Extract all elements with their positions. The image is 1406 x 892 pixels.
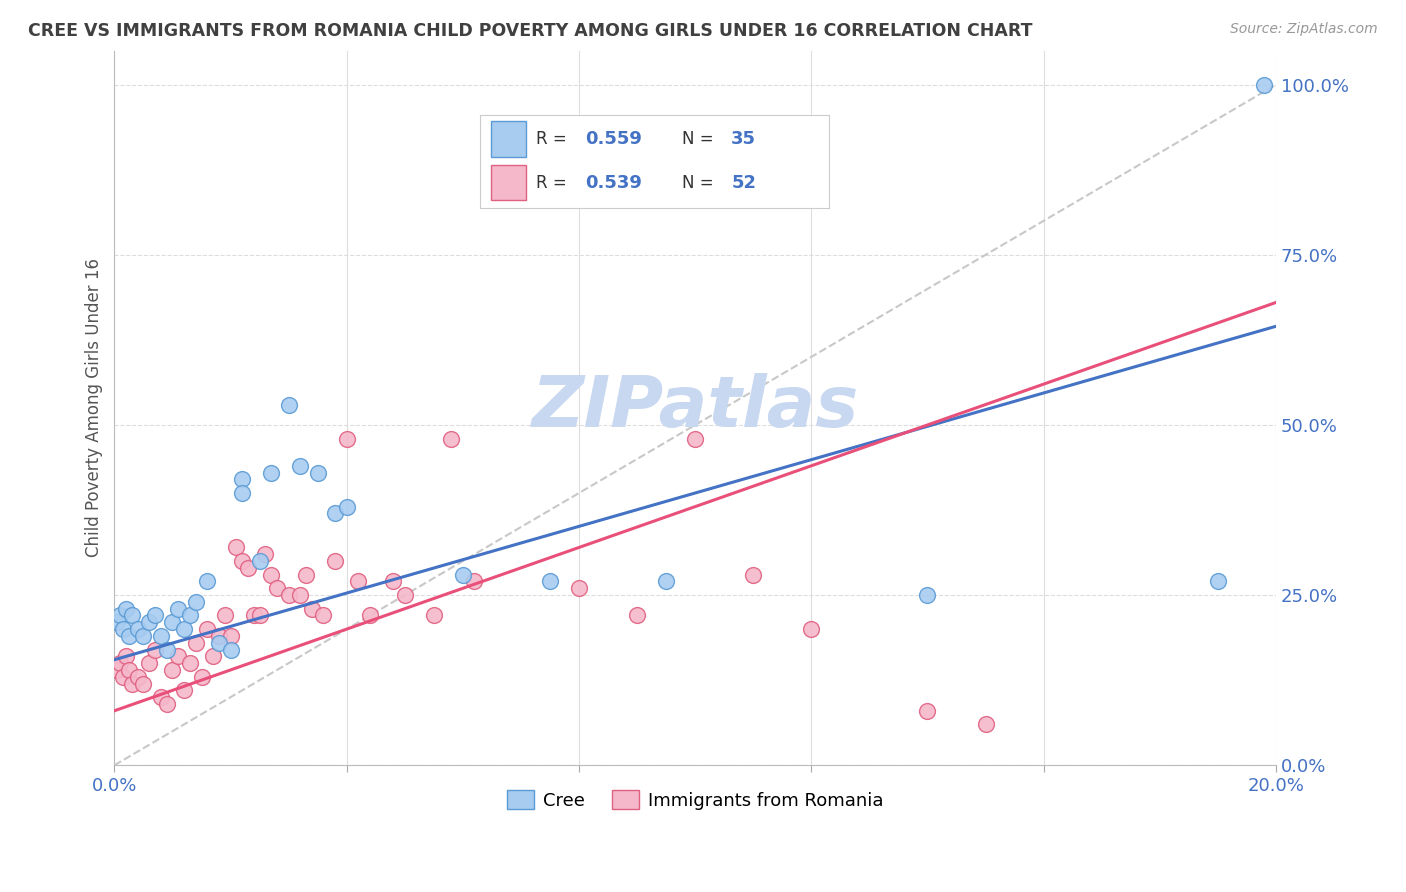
Point — [917, 704, 939, 718]
Point — [231, 554, 253, 568]
Point — [301, 601, 323, 615]
Point — [127, 622, 149, 636]
Point — [260, 567, 283, 582]
Point — [800, 622, 823, 636]
Point — [463, 574, 485, 589]
Point — [336, 500, 359, 514]
Point — [156, 697, 179, 711]
Point — [1206, 574, 1229, 589]
Point — [290, 588, 312, 602]
Point — [184, 595, 207, 609]
Point — [121, 676, 143, 690]
Point — [110, 608, 132, 623]
Point — [179, 656, 201, 670]
Point — [208, 636, 231, 650]
Point — [295, 567, 318, 582]
Point — [112, 622, 135, 636]
Point — [167, 649, 190, 664]
Point — [307, 466, 329, 480]
Legend: Cree, Immigrants from Romania: Cree, Immigrants from Romania — [499, 783, 891, 817]
Point — [156, 642, 179, 657]
Point — [249, 608, 271, 623]
Point — [167, 601, 190, 615]
Point — [127, 670, 149, 684]
Point — [195, 622, 218, 636]
Point — [132, 629, 155, 643]
Point — [290, 458, 312, 473]
Point — [312, 608, 335, 623]
Point — [347, 574, 370, 589]
Point — [231, 486, 253, 500]
Point — [214, 608, 236, 623]
Point — [208, 629, 231, 643]
Point — [974, 717, 997, 731]
Point — [115, 649, 138, 664]
Point — [110, 656, 132, 670]
Point — [115, 601, 138, 615]
Point — [112, 670, 135, 684]
Point — [143, 608, 166, 623]
Point — [202, 649, 225, 664]
Point — [243, 608, 266, 623]
Text: CREE VS IMMIGRANTS FROM ROMANIA CHILD POVERTY AMONG GIRLS UNDER 16 CORRELATION C: CREE VS IMMIGRANTS FROM ROMANIA CHILD PO… — [28, 22, 1032, 40]
Point — [149, 629, 172, 643]
Point — [121, 608, 143, 623]
Point — [917, 588, 939, 602]
Point — [249, 554, 271, 568]
Point — [179, 608, 201, 623]
Point — [568, 582, 591, 596]
Point — [190, 670, 212, 684]
Point — [323, 554, 346, 568]
Point — [655, 574, 678, 589]
Point — [236, 561, 259, 575]
Point — [118, 663, 141, 677]
Point — [231, 472, 253, 486]
Text: Source: ZipAtlas.com: Source: ZipAtlas.com — [1230, 22, 1378, 37]
Point — [225, 541, 247, 555]
Point — [336, 432, 359, 446]
Point — [105, 663, 128, 677]
Point — [132, 676, 155, 690]
Point — [254, 547, 277, 561]
Point — [184, 636, 207, 650]
Point — [440, 432, 463, 446]
Point — [162, 615, 184, 630]
Point — [277, 588, 299, 602]
Point — [683, 432, 706, 446]
Point — [138, 656, 160, 670]
Point — [266, 582, 288, 596]
Point — [1253, 78, 1275, 92]
Point — [118, 629, 141, 643]
Point — [323, 507, 346, 521]
Point — [195, 574, 218, 589]
Point — [538, 574, 561, 589]
Point — [626, 608, 648, 623]
Point — [143, 642, 166, 657]
Point — [173, 683, 195, 698]
Y-axis label: Child Poverty Among Girls Under 16: Child Poverty Among Girls Under 16 — [86, 259, 103, 558]
Point — [451, 567, 474, 582]
Point — [149, 690, 172, 705]
Point — [105, 615, 128, 630]
Text: ZIPatlas: ZIPatlas — [531, 374, 859, 442]
Point — [277, 398, 299, 412]
Point — [173, 622, 195, 636]
Point — [260, 466, 283, 480]
Point — [423, 608, 446, 623]
Point — [219, 629, 242, 643]
Point — [359, 608, 381, 623]
Point — [742, 567, 765, 582]
Point — [219, 642, 242, 657]
Point — [382, 574, 405, 589]
Point — [162, 663, 184, 677]
Point — [138, 615, 160, 630]
Point — [394, 588, 416, 602]
